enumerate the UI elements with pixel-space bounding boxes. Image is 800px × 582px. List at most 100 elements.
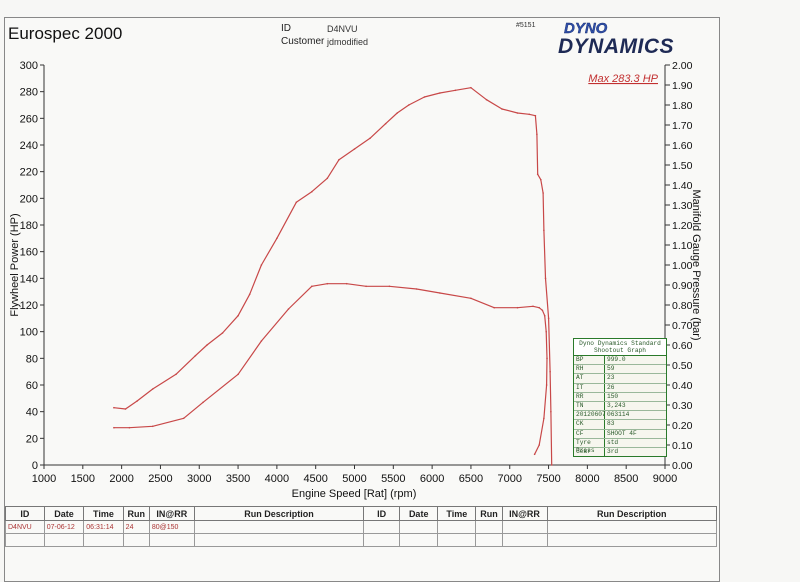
y2-tick-label: 1.90 xyxy=(672,80,693,92)
info-box-value: 999.0 xyxy=(607,356,626,363)
run-table-header-cell: Date xyxy=(399,506,439,521)
data-point xyxy=(151,425,154,428)
data-point xyxy=(516,306,519,309)
run-table-cell xyxy=(193,520,365,534)
run-table-cell xyxy=(122,533,150,547)
info-box-key: AT xyxy=(574,374,605,383)
data-point xyxy=(287,308,290,310)
ref-number: #5151 xyxy=(516,22,536,29)
info-box-row: TN 3,243 xyxy=(574,400,666,411)
data-point xyxy=(113,426,115,429)
info-box-value: 063114 xyxy=(607,411,630,419)
info-box-value: 26 xyxy=(607,383,615,391)
y-tick-label: 300 xyxy=(20,60,38,72)
run-table-cell xyxy=(363,520,401,534)
info-box-key: BP xyxy=(574,356,605,365)
run-table-header-cell: Run xyxy=(122,506,150,521)
customer-value: jdmodified xyxy=(327,37,369,47)
y2-tick-label: 0.50 xyxy=(672,360,693,372)
data-point xyxy=(206,344,208,346)
data-point xyxy=(237,373,239,376)
x-tick-label: 5500 xyxy=(381,473,405,485)
info-box-value: 3rd xyxy=(607,447,619,455)
data-point xyxy=(182,417,185,420)
run-table-header-cell: Date xyxy=(43,506,85,521)
x-tick-label: 6000 xyxy=(420,473,444,485)
data-point xyxy=(151,388,154,390)
y2-tick-label: 1.40 xyxy=(672,180,693,192)
data-point xyxy=(353,148,356,150)
data-point xyxy=(221,332,224,334)
data-point xyxy=(547,317,550,320)
data-point xyxy=(549,370,551,373)
data-point xyxy=(276,237,278,240)
x-tick-label: 2500 xyxy=(148,473,172,485)
run-table-cell xyxy=(5,533,45,547)
data-point xyxy=(516,112,519,114)
y-tick-label: 160 xyxy=(20,247,38,259)
run-table-header-cell: Run Description xyxy=(546,506,718,521)
data-point xyxy=(388,285,391,288)
info-box-value: SHOOT 4F xyxy=(607,429,637,437)
run-table-header-cell: IN@RR xyxy=(501,506,548,521)
data-point xyxy=(550,410,552,413)
run-table-header: ID Date Time Run IN@RR Run Description ID Date T… xyxy=(5,506,718,521)
run-table-cell: 80@150 xyxy=(148,520,195,534)
data-point xyxy=(532,305,534,308)
x-axis-label: Engine Speed [Rat] (rpm) xyxy=(292,488,417,500)
logo-bottom-text: DYNAMICS xyxy=(558,35,674,58)
info-box-row: CF SHOOT 4F xyxy=(574,428,666,438)
y-tick-label: 140 xyxy=(20,273,38,285)
ticks-layer: 1000 1500 2000 2500 3000 3500 4000 4500 5000 5500… xyxy=(20,60,693,485)
x-tick-label: 5000 xyxy=(342,473,366,485)
run-table-cell xyxy=(399,520,439,534)
info-box-row: Gear 3rd xyxy=(574,446,666,457)
series-layer xyxy=(113,86,553,466)
run-table-cell xyxy=(546,520,718,534)
data-point xyxy=(454,89,457,92)
data-point xyxy=(470,297,472,300)
info-box-key: CF xyxy=(574,429,605,438)
y2-axis-label: Manifold Gauge Pressure (bar) xyxy=(690,189,702,340)
y-tick-label: 120 xyxy=(20,300,38,312)
run-table-cell xyxy=(475,533,503,547)
run-table-cell xyxy=(437,520,477,534)
data-point xyxy=(311,190,313,193)
data-point xyxy=(326,282,329,285)
info-box-key: Tyre Press xyxy=(574,438,605,454)
info-box-row: CK 83 xyxy=(574,419,666,429)
table-row-empty xyxy=(5,533,718,547)
data-point xyxy=(545,330,547,333)
data-point xyxy=(237,314,239,317)
info-box-value: std xyxy=(607,438,619,446)
y-tick-label: 280 xyxy=(20,87,38,99)
data-point xyxy=(124,408,127,410)
run-table-cell xyxy=(546,533,718,547)
info-box-title: Dyno Dynamics Standard Shootout Graph xyxy=(574,339,666,356)
x-tick-label: 1000 xyxy=(32,473,56,485)
chart-frame xyxy=(4,17,720,582)
x-tick-label: 1500 xyxy=(71,473,95,485)
y2-tick-label: 2.00 xyxy=(672,60,693,72)
y2-tick-label: 1.20 xyxy=(672,220,693,232)
table-row: D4NVU 07-06-12 06:31:14 24 80@150 xyxy=(5,520,718,534)
y-tick-label: 80 xyxy=(26,353,38,365)
x-tick-label: 9000 xyxy=(653,473,677,485)
data-point xyxy=(538,444,540,446)
customer-label: Customer xyxy=(281,36,325,47)
data-point xyxy=(260,264,263,266)
series-line-2 xyxy=(113,283,548,455)
y2-tick-label: 0.60 xyxy=(672,340,693,352)
data-point xyxy=(550,464,553,466)
y-tick-label: 260 xyxy=(20,113,38,125)
run-table-cell: 24 xyxy=(122,520,150,534)
id-label: ID xyxy=(281,23,291,34)
y2-tick-label: 1.30 xyxy=(672,200,693,212)
run-table-cell xyxy=(501,533,548,547)
info-box-key: TN xyxy=(574,401,605,411)
run-table-cell xyxy=(193,533,365,547)
axes-layer xyxy=(43,65,666,466)
run-table-header-cell: Run xyxy=(475,506,503,521)
run-table-header-cell: ID xyxy=(363,506,401,521)
y2-tick-label: 0.10 xyxy=(672,440,693,452)
